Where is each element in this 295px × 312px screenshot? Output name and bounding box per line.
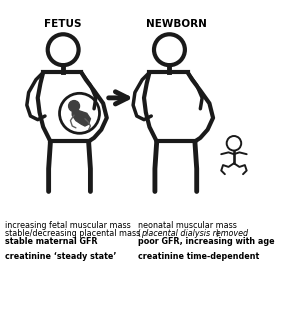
Text: (: ( [138, 229, 141, 238]
Polygon shape [72, 110, 90, 126]
Text: creatinine ‘steady state’: creatinine ‘steady state’ [5, 252, 117, 261]
Text: FETUS: FETUS [45, 19, 82, 29]
Circle shape [69, 100, 80, 111]
Text: neonatal muscular mass: neonatal muscular mass [138, 222, 237, 230]
Text: poor GFR, increasing with age: poor GFR, increasing with age [138, 237, 274, 246]
Text: placental dialysis removed: placental dialysis removed [141, 229, 248, 238]
Text: stable/decreasing placental mass: stable/decreasing placental mass [5, 229, 140, 238]
Text: increasing fetal muscular mass: increasing fetal muscular mass [5, 222, 131, 230]
Text: stable maternal GFR: stable maternal GFR [5, 237, 98, 246]
Text: NEWBORN: NEWBORN [146, 19, 207, 29]
Text: ): ) [216, 229, 219, 238]
Text: creatinine time-dependent: creatinine time-dependent [138, 252, 259, 261]
